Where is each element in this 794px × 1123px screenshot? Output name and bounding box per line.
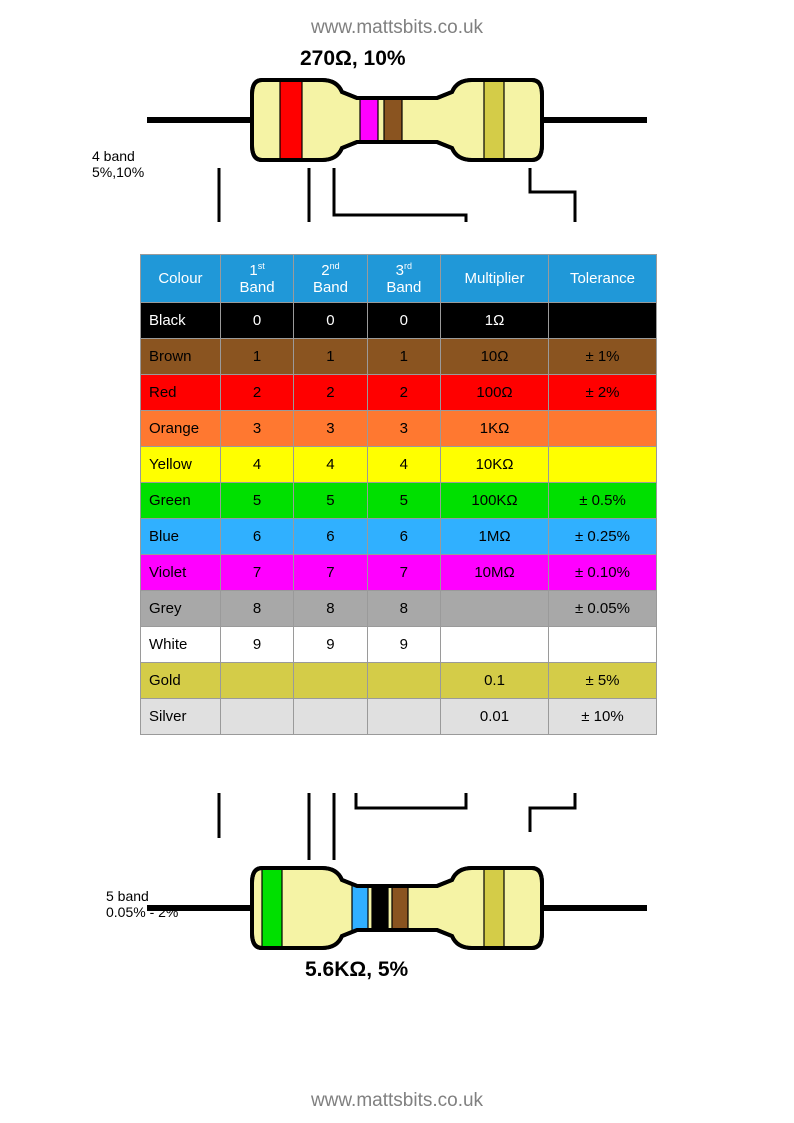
bottom-resistor [0, 858, 794, 958]
source-url-bottom: www.mattsbits.co.uk [0, 1090, 794, 1112]
bottom-lead-lines [0, 0, 794, 900]
bottom-resistor-value: 5.6KΩ, 5% [305, 958, 408, 982]
